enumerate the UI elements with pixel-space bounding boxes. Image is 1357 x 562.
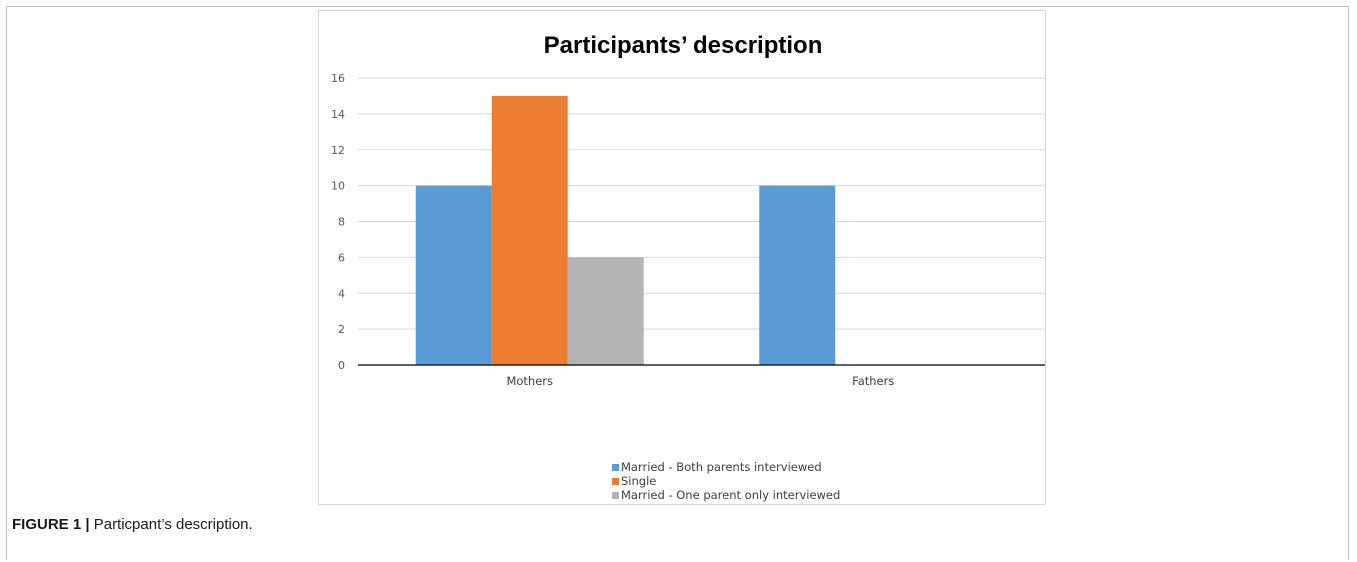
y-tick-label: 10 — [331, 180, 345, 193]
bar — [415, 185, 492, 365]
caption-text: Particpant’s description. — [93, 516, 253, 533]
legend-item: Married - One parent only interviewed — [612, 488, 840, 502]
caption-label: FIGURE 1 | — [12, 516, 90, 533]
y-tick-label: 8 — [338, 216, 345, 229]
x-tick-label: Fathers — [852, 374, 894, 388]
x-tick-label: Mothers — [506, 374, 553, 388]
legend-label: Married - One parent only interviewed — [621, 488, 841, 502]
bar-chart: Participants’ description 0 2 4 6 8 10 12 14 16 Mo… — [331, 32, 1045, 388]
y-tick-label: 2 — [338, 323, 345, 336]
figure-caption: FIGURE 1 | Particpant’s description. — [12, 516, 253, 533]
bar — [491, 95, 568, 365]
chart-title: Participants’ description — [544, 32, 823, 59]
chart-legend: Married - Both parents interviewed Single… — [612, 460, 840, 502]
y-tick-label: 4 — [338, 287, 345, 300]
bar — [567, 257, 644, 365]
legend-swatch — [612, 463, 619, 471]
y-tick-label: 0 — [338, 359, 345, 372]
legend-label: Married - Both parents interviewed — [621, 460, 822, 474]
y-tick-label: 14 — [331, 108, 345, 121]
legend-item: Married - Both parents interviewed — [612, 460, 840, 474]
chart-container: Participants’ description 0 2 4 6 8 10 12 14 16 Mo… — [318, 10, 1046, 505]
legend-swatch — [612, 477, 619, 485]
figure-frame — [6, 6, 1349, 560]
bar — [759, 185, 836, 365]
y-tick-label: 12 — [331, 144, 345, 157]
y-tick-label: 6 — [338, 251, 345, 264]
legend-label: Single — [621, 474, 657, 488]
legend-item: Single — [612, 474, 840, 488]
legend-swatch — [612, 491, 619, 499]
y-tick-label: 16 — [331, 72, 345, 85]
